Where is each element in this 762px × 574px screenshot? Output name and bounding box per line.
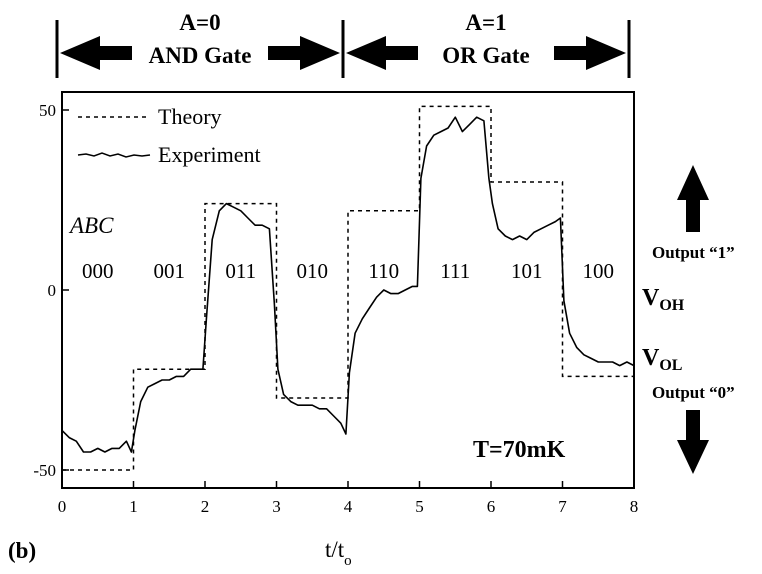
left-arrow-icon	[346, 36, 418, 70]
y-tick-label: 50	[39, 101, 56, 120]
segment-label: 111	[440, 259, 470, 283]
legend-experiment-swatch	[77, 152, 151, 158]
x-tick-label: 1	[129, 497, 138, 516]
right-arrow-icon	[554, 36, 626, 70]
segment-label: 011	[225, 259, 256, 283]
x-axis-label: t/to	[325, 537, 352, 569]
y-tick-label: -50	[33, 461, 56, 480]
vol-label: VOL	[642, 345, 682, 374]
output-high-label: Output “1”	[652, 243, 735, 262]
x-tick-label: 0	[58, 497, 67, 516]
x-tick-label: 5	[415, 497, 424, 516]
x-tick-label: 2	[201, 497, 210, 516]
segment-label: 110	[368, 259, 399, 283]
or-gate-a-label: A=1	[465, 10, 506, 35]
x-axis-label-sub: o	[344, 553, 352, 569]
up-arrow-icon	[677, 165, 709, 232]
theory-series	[62, 105, 634, 471]
segment-labels: 000 001 011 010 110 111 101 100	[82, 259, 614, 283]
down-arrow-icon	[677, 410, 709, 474]
segment-label: 010	[297, 259, 329, 283]
output-low-label: Output “0”	[652, 383, 735, 402]
x-tick-label: 3	[272, 497, 281, 516]
figure-label: (b)	[8, 538, 36, 563]
legend-experiment-label: Experiment	[158, 142, 261, 167]
voh-main: V	[642, 285, 660, 311]
top-banner	[55, 20, 631, 78]
x-tick-label: 8	[630, 497, 639, 516]
left-arrow-icon	[60, 36, 132, 70]
axis-ticks	[61, 109, 635, 488]
right-arrow-icon	[268, 36, 340, 70]
y-tick-label: 0	[48, 281, 57, 300]
experiment-series	[61, 116, 635, 453]
x-tick-label: 6	[487, 497, 496, 516]
segment-label: 001	[154, 259, 186, 283]
segment-label: 100	[583, 259, 615, 283]
voh-sub: OH	[659, 297, 684, 314]
segment-label: 000	[82, 259, 114, 283]
theory-line	[62, 105, 634, 471]
experiment-line	[61, 116, 635, 453]
voh-label: VOH	[642, 285, 685, 314]
vol-main: V	[642, 345, 660, 371]
legend: Theory Experiment	[77, 104, 261, 167]
x-axis-label-main: t/t	[325, 537, 345, 562]
x-tick-label: 4	[344, 497, 353, 516]
or-gate-title: OR Gate	[442, 43, 530, 68]
temperature-annotation: T=70mK	[473, 437, 566, 463]
abc-annotation: ABC	[68, 213, 114, 238]
and-gate-title: AND Gate	[149, 43, 252, 68]
segment-label: 101	[511, 259, 543, 283]
plot-frame	[61, 91, 635, 489]
legend-theory-label: Theory	[158, 104, 222, 129]
x-tick-label: 7	[558, 497, 567, 516]
vol-sub: OL	[659, 357, 682, 374]
and-gate-a-label: A=0	[179, 10, 220, 35]
